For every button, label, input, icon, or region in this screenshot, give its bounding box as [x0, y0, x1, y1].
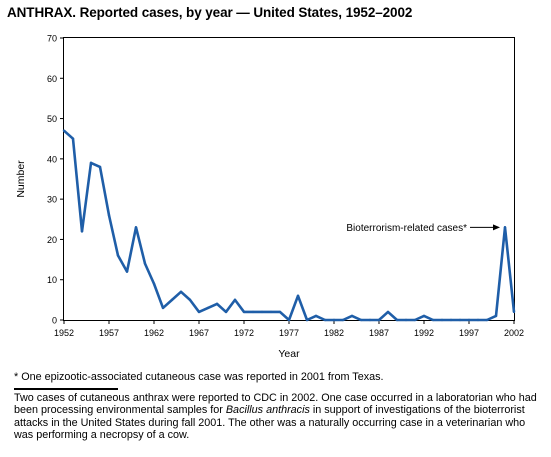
data-point — [386, 310, 390, 314]
footnote-text-start: Two cases of cutaneous anthrax were repo… — [14, 392, 537, 417]
footnote-divider — [14, 388, 118, 390]
data-point — [503, 226, 507, 229]
data-point — [494, 314, 498, 318]
y-tick-label: 60 — [47, 74, 57, 84]
data-point — [197, 310, 201, 314]
data-point — [152, 282, 156, 285]
data-point — [395, 318, 399, 322]
data-point — [467, 318, 471, 322]
data-point — [458, 318, 462, 322]
x-tick-label: 1957 — [99, 328, 119, 338]
data-point — [377, 318, 381, 322]
x-tick-label: 1952 — [54, 328, 74, 338]
footnote-organism-name: Bacillus anthracis — [225, 404, 310, 417]
data-point — [143, 262, 147, 265]
data-point — [404, 318, 408, 322]
data-point — [287, 318, 291, 322]
data-point — [89, 161, 93, 165]
data-point — [80, 230, 84, 233]
footnote-body: Two cases of cutaneous anthrax were repo… — [14, 392, 544, 442]
data-point — [116, 254, 120, 257]
data-point — [215, 302, 219, 306]
data-point — [485, 318, 489, 322]
x-tick-label: 1967 — [189, 328, 209, 338]
data-point — [368, 318, 372, 322]
data-point — [224, 310, 228, 314]
data-point — [512, 310, 516, 314]
y-tick-label: 40 — [47, 154, 57, 164]
data-point — [206, 306, 210, 310]
data-points — [62, 129, 516, 322]
data-point — [314, 314, 318, 318]
data-point — [341, 318, 345, 322]
data-point — [413, 318, 417, 322]
chart-title: ANTHRAX. Reported cases, by year — Unite… — [7, 5, 413, 20]
data-point — [179, 290, 183, 293]
y-axis-label: Number — [15, 160, 27, 198]
y-tick-label: 0 — [52, 316, 57, 326]
y-tick-label: 70 — [47, 34, 57, 44]
data-point — [62, 129, 66, 132]
data-point — [170, 298, 174, 302]
x-tick-label: 1987 — [369, 328, 389, 338]
y-tick-label: 50 — [47, 114, 57, 124]
x-tick-label: 1982 — [324, 328, 344, 338]
annotation-arrowhead — [493, 224, 500, 231]
data-point — [431, 318, 435, 322]
data-point — [125, 270, 129, 273]
data-point — [134, 226, 138, 229]
y-tick-label: 10 — [47, 275, 57, 285]
data-point — [305, 318, 309, 322]
data-point — [476, 318, 480, 322]
data-point — [260, 310, 264, 314]
data-point — [296, 294, 300, 298]
x-tick-label: 1992 — [414, 328, 434, 338]
data-point — [251, 310, 255, 314]
x-tick-label: 1972 — [234, 328, 254, 338]
x-tick-label: 1962 — [144, 328, 164, 338]
x-tick-label: 2002 — [504, 328, 524, 338]
data-point — [449, 318, 453, 322]
x-tick-label: 1997 — [459, 328, 479, 338]
data-point — [278, 310, 282, 314]
x-axis-ticks: 1952 1957 1962 1967 1972 1977 1982 1987 1992 1997… — [54, 320, 524, 338]
data-point — [161, 306, 165, 310]
data-point — [350, 314, 354, 318]
data-point — [242, 310, 246, 314]
data-point — [107, 214, 111, 217]
data-point — [233, 298, 237, 302]
data-point — [71, 137, 75, 140]
footnote-asterisk: * One epizootic-associated cutaneous cas… — [14, 371, 384, 383]
line-chart: 0 10 20 30 40 50 60 70 1952 1957 1962 1967 1972 1977… — [15, 34, 524, 361]
y-tick-label: 20 — [47, 235, 57, 245]
y-tick-label: 30 — [47, 195, 57, 205]
data-point — [422, 314, 426, 318]
data-point — [440, 318, 444, 322]
data-point — [188, 298, 192, 302]
x-tick-label: 1977 — [279, 328, 299, 338]
data-point — [98, 165, 102, 169]
data-point — [323, 318, 327, 322]
data-point — [269, 310, 273, 314]
data-point — [332, 318, 336, 322]
footnote-text-end: in support of investigations of the biot… — [14, 404, 526, 442]
x-axis-label: Year — [278, 348, 300, 360]
y-axis-ticks: 0 10 20 30 40 50 60 70 — [47, 34, 64, 326]
annotation-label: Bioterrorism-related cases* — [346, 223, 467, 234]
plot-frame — [63, 37, 515, 321]
data-point — [359, 318, 363, 322]
